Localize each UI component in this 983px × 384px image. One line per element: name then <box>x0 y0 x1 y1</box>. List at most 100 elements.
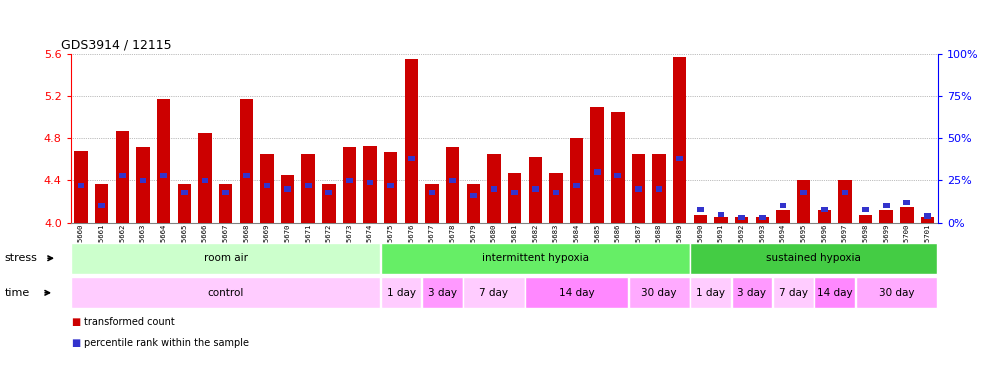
Bar <box>137 147 149 223</box>
Text: 14 day: 14 day <box>558 288 595 298</box>
Bar <box>821 207 828 212</box>
Bar <box>98 203 105 209</box>
Text: room air: room air <box>203 253 248 263</box>
Bar <box>178 184 191 223</box>
Bar <box>157 99 170 223</box>
Bar <box>140 178 146 183</box>
Bar <box>653 154 665 223</box>
Bar <box>202 178 208 183</box>
Bar <box>690 278 731 308</box>
Bar <box>116 131 129 223</box>
Bar <box>75 151 87 223</box>
Bar <box>731 278 773 308</box>
Text: control: control <box>207 288 244 298</box>
Bar <box>756 217 769 223</box>
Text: 7 day: 7 day <box>779 288 808 298</box>
Text: GDS3914 / 12115: GDS3914 / 12115 <box>61 39 172 52</box>
Bar <box>735 217 748 223</box>
Bar <box>632 154 645 223</box>
Bar <box>880 210 893 223</box>
Bar <box>883 203 890 209</box>
Text: percentile rank within the sample: percentile rank within the sample <box>84 338 249 348</box>
Bar <box>119 173 126 178</box>
Text: 1 day: 1 day <box>386 288 416 298</box>
Bar <box>71 243 380 273</box>
Bar <box>470 193 477 198</box>
Bar <box>263 183 270 188</box>
Bar <box>594 169 601 175</box>
Bar <box>305 183 312 188</box>
Bar <box>759 215 766 220</box>
Bar <box>463 278 525 308</box>
Bar <box>325 190 332 195</box>
Bar <box>446 147 459 223</box>
Bar <box>343 147 356 223</box>
Bar <box>222 190 229 195</box>
Bar <box>532 186 539 192</box>
Bar <box>260 154 273 223</box>
Text: sustained hypoxia: sustained hypoxia <box>767 253 861 263</box>
Bar <box>380 243 690 273</box>
Bar <box>715 217 727 223</box>
Bar <box>384 152 397 223</box>
Bar <box>240 99 253 223</box>
Bar <box>426 184 438 223</box>
Text: 7 day: 7 day <box>480 288 508 298</box>
Bar <box>364 146 376 223</box>
Bar <box>862 207 869 212</box>
Bar <box>777 210 789 223</box>
Bar <box>491 186 497 192</box>
Bar <box>611 112 624 223</box>
Bar <box>921 217 934 223</box>
Bar <box>346 178 353 183</box>
Bar <box>591 107 604 223</box>
Bar <box>380 278 422 308</box>
Text: ■: ■ <box>71 338 80 348</box>
Bar <box>322 184 335 223</box>
Bar <box>924 214 931 218</box>
Bar <box>552 190 559 195</box>
Text: intermittent hypoxia: intermittent hypoxia <box>482 253 589 263</box>
Text: 3 day: 3 day <box>428 288 457 298</box>
Bar <box>243 173 250 178</box>
Bar <box>903 200 910 205</box>
Bar <box>855 278 938 308</box>
Bar <box>429 190 435 195</box>
Text: 14 day: 14 day <box>817 288 852 298</box>
Bar <box>408 156 415 161</box>
Bar <box>676 156 683 161</box>
Bar <box>219 184 232 223</box>
Bar <box>573 183 580 188</box>
Bar <box>780 203 786 209</box>
Bar <box>302 154 315 223</box>
Bar <box>467 184 480 223</box>
Bar <box>281 175 294 223</box>
Bar <box>488 154 500 223</box>
Text: time: time <box>5 288 30 298</box>
Bar <box>800 190 807 195</box>
Bar <box>614 173 621 178</box>
Bar <box>525 278 628 308</box>
Bar <box>570 138 583 223</box>
Text: ■: ■ <box>71 317 80 327</box>
Bar <box>673 57 686 223</box>
Bar <box>367 180 374 185</box>
Bar <box>818 210 831 223</box>
Bar <box>199 133 211 223</box>
Bar <box>900 207 913 223</box>
Bar <box>738 215 745 220</box>
Bar <box>160 173 167 178</box>
Text: 30 day: 30 day <box>879 288 914 298</box>
Bar <box>71 278 380 308</box>
Text: transformed count: transformed count <box>84 317 174 327</box>
Bar <box>841 190 848 195</box>
Bar <box>78 183 85 188</box>
Bar <box>656 186 663 192</box>
Bar <box>449 178 456 183</box>
Bar <box>508 173 521 223</box>
Bar <box>814 278 855 308</box>
Bar <box>284 186 291 192</box>
Bar <box>797 180 810 223</box>
Bar <box>635 186 642 192</box>
Bar <box>511 190 518 195</box>
